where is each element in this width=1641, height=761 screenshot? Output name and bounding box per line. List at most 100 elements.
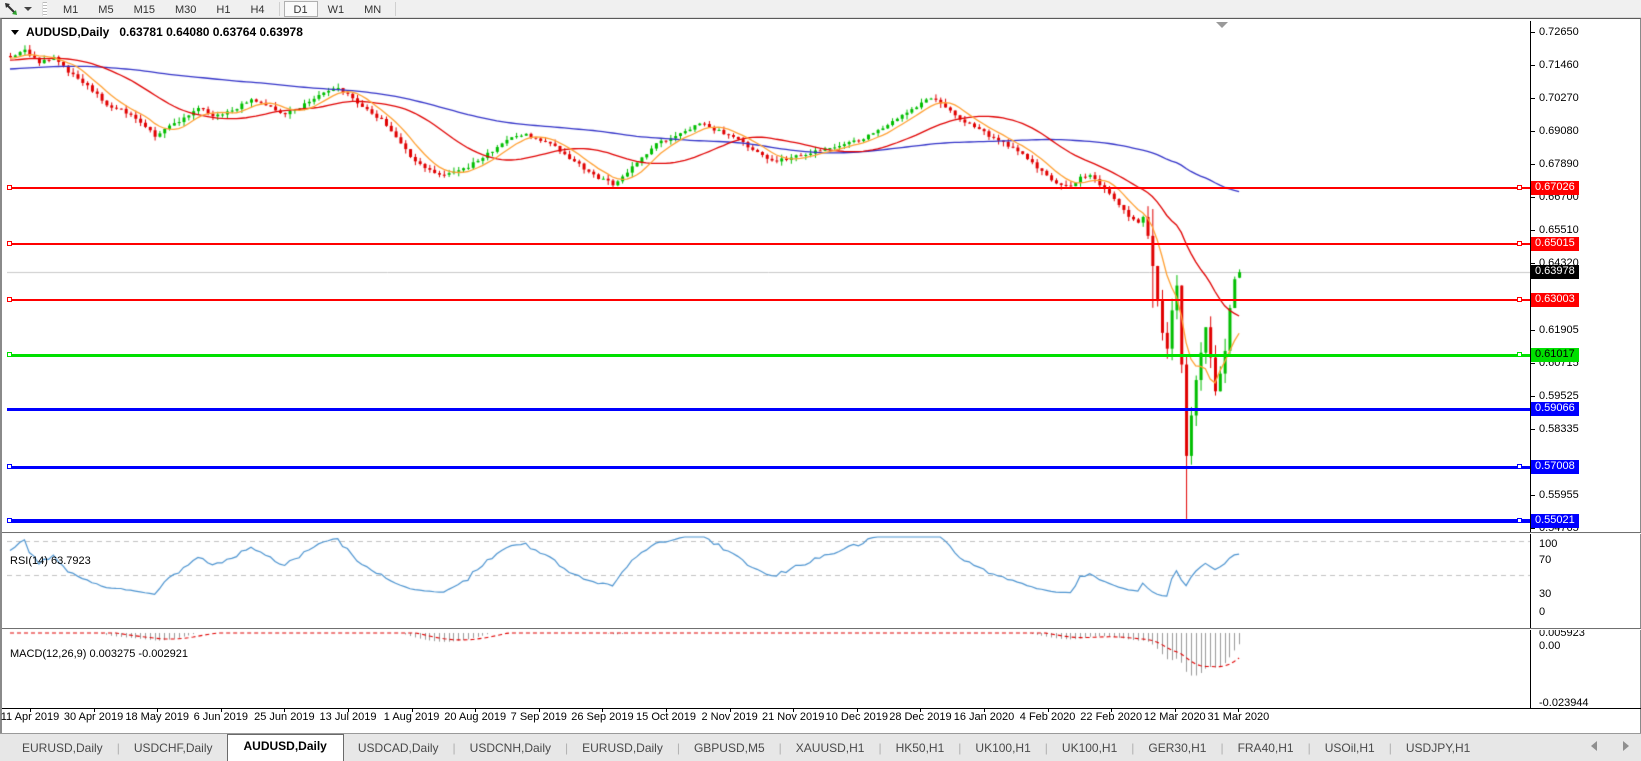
tab-scroll-right-icon[interactable] xyxy=(1623,741,1629,751)
symbol-dropdown-icon[interactable] xyxy=(11,29,19,35)
level-anchor-icon[interactable] xyxy=(7,518,12,523)
level-price-label: 0.67026 xyxy=(1531,181,1579,195)
date-label: 18 May 2019 xyxy=(125,711,189,723)
timeframe-button-m15[interactable]: M15 xyxy=(133,3,155,16)
date-tick xyxy=(1174,708,1176,712)
chart-tab-hk50-8[interactable]: HK50,H1 xyxy=(895,741,945,755)
macd-scale-label: 0.005923 xyxy=(1539,627,1585,639)
chart-tab-usdcnh-4[interactable]: USDCNH,Daily xyxy=(469,741,552,755)
chart-tab-gbpusd-6[interactable]: GBPUSD,M5 xyxy=(693,741,765,755)
level-anchor-icon[interactable] xyxy=(7,185,12,190)
level-anchor-icon[interactable] xyxy=(1517,464,1522,469)
ohlc-values: 0.63781 0.64080 0.63764 0.63978 xyxy=(119,25,303,39)
toolbar-separator xyxy=(395,1,397,16)
chart-tab-usdjpy-14[interactable]: USDJPY,H1 xyxy=(1405,741,1471,755)
date-tick xyxy=(666,708,667,712)
time-axis-line xyxy=(2,708,1641,709)
date-tick xyxy=(602,708,604,712)
level-line-0.61017[interactable] xyxy=(7,352,1530,357)
tab-scroll-left-icon[interactable] xyxy=(1591,741,1597,751)
date-label: 4 Feb 2020 xyxy=(1019,711,1076,723)
level-anchor-icon[interactable] xyxy=(7,241,12,246)
price-tick xyxy=(1530,98,1535,99)
current-price-label: 0.63978 xyxy=(1531,265,1579,279)
chart-cursor-tool[interactable] xyxy=(0,0,36,17)
level-line-0.67026[interactable] xyxy=(7,185,1530,190)
price-chart-canvas[interactable] xyxy=(7,21,1530,709)
price-tick xyxy=(1530,495,1535,496)
tab-divider: | xyxy=(452,741,456,755)
level-line-0.57008[interactable] xyxy=(7,464,1530,469)
timeframe-button-m5[interactable]: M5 xyxy=(98,3,114,16)
date-tick xyxy=(538,708,540,712)
timeframe-button-h4[interactable]: H4 xyxy=(250,3,265,16)
level-price-label: 0.59066 xyxy=(1531,402,1579,416)
date-tick xyxy=(793,708,795,712)
price-tick xyxy=(1530,164,1535,165)
level-anchor-icon[interactable] xyxy=(7,297,12,302)
timeframe-button-mn[interactable]: MN xyxy=(364,3,382,16)
timeframe-button-m1[interactable]: M1 xyxy=(63,3,79,16)
rsi-scale-label: 70 xyxy=(1539,554,1552,566)
level-line-0.59066[interactable] xyxy=(7,407,1530,411)
tab-divider: | xyxy=(1307,741,1311,755)
chart-tab-usdcad-3[interactable]: USDCAD,Daily xyxy=(357,741,439,755)
chart-tab-ger30-11[interactable]: GER30,H1 xyxy=(1148,741,1207,755)
panel-separator[interactable] xyxy=(2,628,1641,629)
level-price-label: 0.55021 xyxy=(1531,514,1579,528)
chart-tab-eurusd-5[interactable]: EURUSD,Daily xyxy=(582,741,663,755)
chart-tab-eurusd-0[interactable]: EURUSD,Daily xyxy=(22,741,103,755)
toolbar-grip[interactable] xyxy=(42,1,47,16)
price-tick-label: 0.59525 xyxy=(1539,390,1579,402)
timeframe-button-group: M1 M5 M15 M30 H1 H4 D1 W1 MN xyxy=(53,0,400,17)
date-tick xyxy=(348,708,349,712)
date-tick xyxy=(93,708,95,712)
date-tick xyxy=(30,708,31,712)
date-tick xyxy=(157,708,159,712)
chart-tab-fra40-12[interactable]: FRA40,H1 xyxy=(1237,741,1294,755)
tab-divider: | xyxy=(958,741,962,755)
tab-divider: | xyxy=(1220,741,1224,755)
level-anchor-icon[interactable] xyxy=(1517,518,1522,523)
level-anchor-icon[interactable] xyxy=(1517,352,1522,357)
price-tick-label: 0.72650 xyxy=(1539,26,1579,38)
price-tick xyxy=(1530,330,1535,331)
level-anchor-icon[interactable] xyxy=(1517,241,1522,246)
price-tick xyxy=(1530,131,1535,132)
chart-tab-usoil-13[interactable]: USOil,H1 xyxy=(1324,741,1375,755)
level-price-label: 0.63003 xyxy=(1531,293,1579,307)
panel-separator[interactable] xyxy=(2,532,1641,533)
level-anchor-icon[interactable] xyxy=(1517,297,1522,302)
chart-tab-usdchf-1[interactable]: USDCHF,Daily xyxy=(133,741,213,755)
level-line-0.65015[interactable] xyxy=(7,241,1530,246)
level-line-0.63003[interactable] xyxy=(7,297,1530,302)
level-line-0.55021[interactable] xyxy=(7,518,1530,523)
tab-divider: | xyxy=(565,741,569,755)
timeframe-button-m30[interactable]: M30 xyxy=(174,3,197,16)
date-tick xyxy=(1111,708,1113,712)
tab-divider: | xyxy=(1131,741,1135,755)
price-tick xyxy=(1530,32,1535,33)
chart-tab-audusd-2[interactable]: AUDUSD,Daily xyxy=(226,734,344,761)
level-anchor-icon[interactable] xyxy=(7,352,12,357)
date-label: 26 Sep 2019 xyxy=(571,711,634,723)
date-label: 31 Mar 2020 xyxy=(1207,711,1270,723)
timeframe-button-w1[interactable]: W1 xyxy=(327,3,345,16)
chart-tab-xauusd-7[interactable]: XAUUSD,H1 xyxy=(795,741,865,755)
price-tick-label: 0.65510 xyxy=(1539,224,1579,236)
price-tick-label: 0.70270 xyxy=(1539,92,1579,104)
price-tick xyxy=(1530,230,1535,231)
timeframe-button-d1[interactable]: D1 xyxy=(283,0,318,17)
level-anchor-icon[interactable] xyxy=(7,464,12,469)
chart-tab-uk100-9[interactable]: UK100,H1 xyxy=(975,741,1031,755)
date-label: 10 Dec 2019 xyxy=(825,711,888,723)
chart-tab-uk100-10[interactable]: UK100,H1 xyxy=(1061,741,1118,755)
date-label: 15 Oct 2019 xyxy=(636,711,696,723)
rsi-scale-label: 30 xyxy=(1539,588,1552,600)
price-shift-marker[interactable] xyxy=(1216,22,1228,28)
tab-divider: | xyxy=(1388,741,1392,755)
date-tick xyxy=(984,708,985,712)
price-tick-label: 0.58335 xyxy=(1539,423,1579,435)
timeframe-button-h1[interactable]: H1 xyxy=(216,3,231,16)
level-anchor-icon[interactable] xyxy=(1517,185,1522,190)
